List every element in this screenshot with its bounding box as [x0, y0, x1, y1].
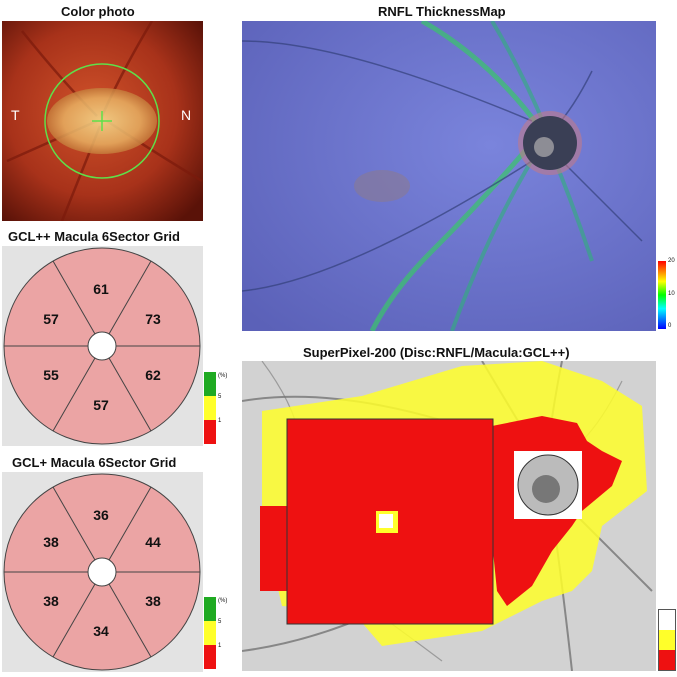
- gcl-p-legend: [204, 597, 216, 669]
- gcl-p-legend-unit: (%): [218, 598, 228, 604]
- gcl-pp-sector-upper-nasal: 73: [145, 311, 161, 327]
- nasal-label: N: [181, 107, 192, 123]
- fundus-image: [2, 21, 203, 221]
- gcl-pp-legend-t1: 5: [218, 394, 222, 400]
- gcl-p-sector-bottom: 34: [93, 623, 109, 639]
- rnfl-map-title: RNFL ThicknessMap: [378, 4, 506, 19]
- gcl-p-legend-t2: 1: [218, 643, 222, 649]
- gcl-pp-sector-bottom: 57: [93, 397, 109, 413]
- superpixel-panel: [242, 361, 656, 671]
- gcl-p-sector-upper-nasal: 44: [145, 534, 161, 550]
- rnfl-map-panel: [242, 21, 656, 331]
- gcl-p-sector-lower-nasal: 38: [145, 593, 161, 609]
- gcl-pp-grid: 61 73 62 57 55 57: [3, 247, 201, 445]
- color-photo-panel: T N: [2, 21, 203, 221]
- gcl-pp-legend-unit: (%): [218, 373, 228, 379]
- gcl-pp-sector-lower-nasal: 62: [145, 367, 161, 383]
- superpixel-map-image: [242, 361, 656, 671]
- rnfl-scale-mid: 10: [668, 291, 675, 297]
- gcl-pp-title: GCL++ Macula 6Sector Grid: [8, 229, 180, 244]
- gcl-pp-sector-lower-temporal: 55: [43, 367, 59, 383]
- gcl-p-sector-upper-temporal: 38: [43, 534, 59, 550]
- rnfl-map-image: [242, 21, 656, 331]
- rnfl-scale-min: 0: [668, 323, 672, 329]
- gcl-p-sector-top: 36: [93, 507, 109, 523]
- superpixel-title: SuperPixel-200 (Disc:RNFL/Macula:GCL++): [303, 345, 570, 360]
- gcl-p-title: GCL+ Macula 6Sector Grid: [12, 455, 177, 470]
- color-photo-title: Color photo: [61, 4, 135, 19]
- temporal-label: T: [11, 107, 20, 123]
- gcl-p-grid: 36 44 38 34 38 38: [3, 473, 201, 671]
- gcl-p-sector-lower-temporal: 38: [43, 593, 59, 609]
- superpixel-legend: [658, 609, 676, 671]
- gcl-p-panel: 36 44 38 34 38 38: [2, 472, 203, 672]
- gcl-pp-panel: 61 73 62 57 55 57: [2, 246, 203, 446]
- rnfl-colorbar: [658, 261, 666, 329]
- gcl-pp-legend-t2: 1: [218, 418, 222, 424]
- gcl-pp-sector-top: 61: [93, 281, 109, 297]
- gcl-pp-sector-upper-temporal: 57: [43, 311, 59, 327]
- gcl-pp-legend: [204, 372, 216, 444]
- gcl-p-legend-t1: 5: [218, 619, 222, 625]
- rnfl-scale-max: 20: [668, 258, 675, 264]
